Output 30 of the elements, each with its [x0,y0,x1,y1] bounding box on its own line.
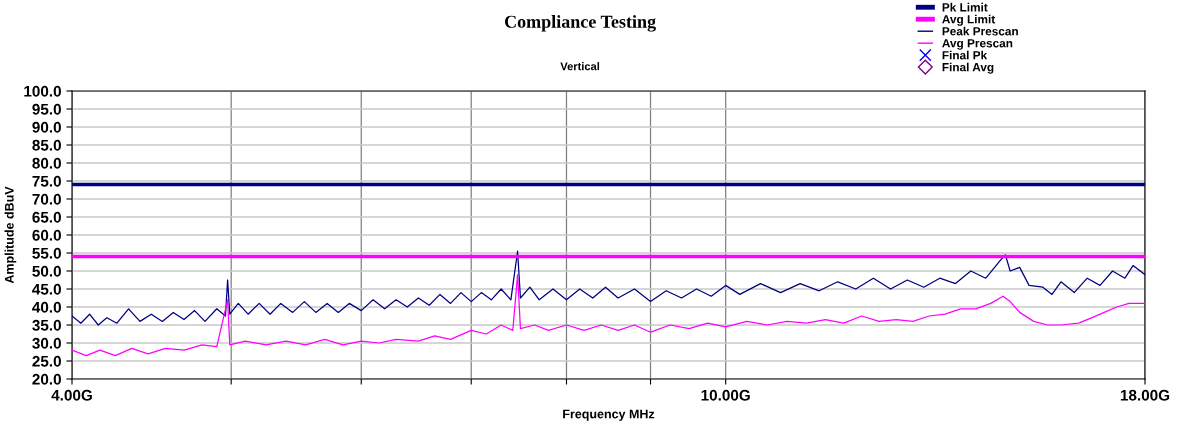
legend-label: Avg Limit [942,14,996,26]
y-tick-label: 35.0 [32,319,61,331]
y-tick-label: 20.0 [32,373,61,385]
legend-label: Final Avg [942,62,994,74]
y-tick-label: 80.0 [32,157,61,169]
y-tick-label: 45.0 [32,283,61,295]
legend-label: Final Pk [942,50,988,60]
y-tick-label: 25.0 [32,355,61,367]
y-tick-label: 55.0 [32,247,61,259]
y-tick-label: 95.0 [32,103,61,115]
x-tick-label: 4.00G [51,389,92,401]
legend-label: Pk Limit [942,2,988,12]
y-tick-label: 65.0 [32,211,61,223]
y-tick-label: 85.0 [32,139,61,151]
y-tick-label: 90.0 [32,121,61,133]
chart-subtitle: Vertical [560,62,600,71]
x-axis-title: Frequency MHz [563,409,655,421]
legend-label: Avg Prescan [942,39,1013,50]
y-axis-title: Amplitude dBuV [4,186,17,284]
x-tick-label: 18.00G [1120,389,1170,401]
y-tick-label: 50.0 [32,265,61,277]
y-tick-label: 60.0 [32,229,61,241]
y-tick-label: 70.0 [32,193,61,205]
chart-title: Compliance Testing [504,15,656,32]
y-tick-label: 100.0 [24,85,61,97]
y-tick-label: 75.0 [32,175,61,187]
y-tick-label: 30.0 [32,337,61,349]
legend-label: Peak Prescan [942,26,1018,36]
y-tick-label: 40.0 [32,301,61,313]
x-tick-label: 10.00G [701,389,750,401]
